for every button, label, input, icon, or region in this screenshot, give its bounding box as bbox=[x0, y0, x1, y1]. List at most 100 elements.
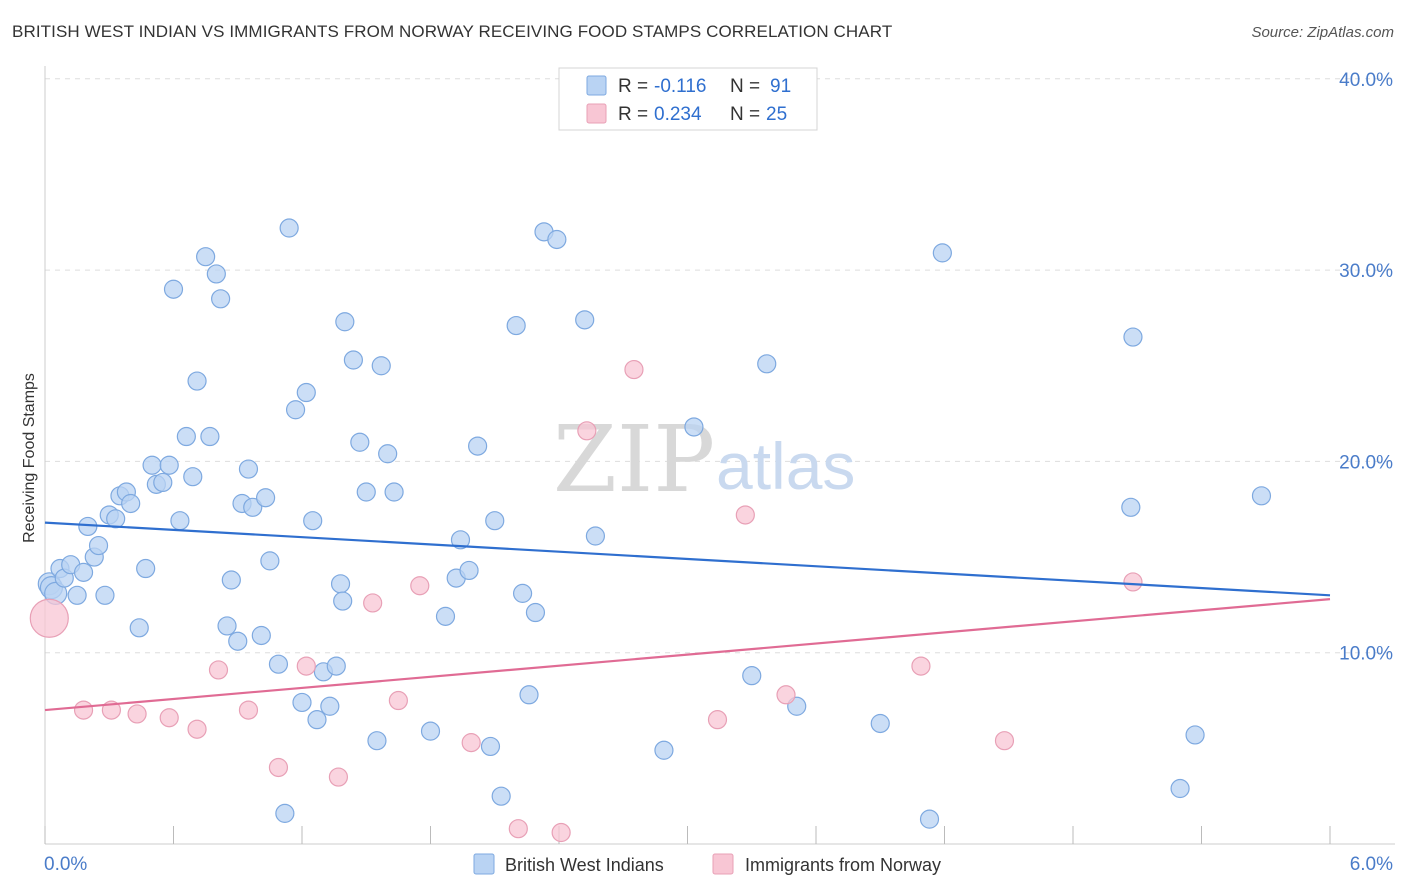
point-immigrants-norway bbox=[1123, 572, 1143, 592]
point-british-west-indians bbox=[1170, 778, 1190, 799]
point-british-west-indians bbox=[684, 417, 704, 437]
trend-layer bbox=[44, 521, 1331, 712]
y-tick-label: 30.0% bbox=[1339, 261, 1393, 282]
point-immigrants-norway bbox=[707, 710, 728, 730]
correlation-legend: R = -0.116 N = 91 R = 0.234 N = 25 bbox=[558, 67, 818, 131]
bottom-legend-label-blue: British West Indians bbox=[505, 855, 664, 875]
point-british-west-indians bbox=[268, 654, 289, 674]
point-british-west-indians bbox=[932, 243, 952, 263]
point-british-west-indians bbox=[163, 279, 184, 299]
point-immigrants-norway bbox=[159, 708, 179, 728]
point-immigrants-norway bbox=[187, 719, 207, 739]
bottom-legend-swatch-pink bbox=[712, 853, 734, 875]
point-immigrants-norway bbox=[296, 656, 316, 676]
point-british-west-indians bbox=[176, 426, 196, 447]
point-british-west-indians bbox=[870, 713, 890, 734]
point-british-west-indians bbox=[356, 482, 376, 502]
point-british-west-indians bbox=[251, 625, 271, 646]
point-british-west-indians bbox=[183, 467, 203, 487]
point-british-west-indians bbox=[485, 511, 505, 531]
bottom-legend-label-pink: Immigrants from Norway bbox=[745, 855, 941, 875]
watermark-atlas: atlas bbox=[716, 429, 855, 503]
point-british-west-indians bbox=[371, 356, 391, 376]
point-british-west-indians bbox=[742, 666, 762, 686]
point-british-west-indians bbox=[187, 371, 207, 391]
watermark: ZIP atlas bbox=[553, 406, 855, 513]
point-british-west-indians bbox=[303, 511, 323, 531]
point-british-west-indians bbox=[153, 472, 173, 493]
point-british-west-indians bbox=[919, 809, 940, 829]
point-british-west-indians bbox=[200, 426, 220, 447]
legend-n-label: N = bbox=[730, 76, 760, 97]
point-british-west-indians bbox=[320, 696, 340, 716]
point-british-west-indians bbox=[480, 736, 501, 757]
chart-title: BRITISH WEST INDIAN VS IMMIGRANTS FROM N… bbox=[12, 22, 893, 41]
point-british-west-indians bbox=[654, 740, 674, 760]
point-british-west-indians bbox=[450, 530, 471, 550]
point-british-west-indians bbox=[275, 803, 295, 823]
point-british-west-indians bbox=[326, 656, 346, 676]
point-british-west-indians bbox=[238, 459, 259, 479]
point-british-west-indians bbox=[221, 570, 241, 590]
point-british-west-indians bbox=[206, 264, 226, 284]
point-british-west-indians bbox=[296, 382, 316, 403]
legend-n-label: N = bbox=[730, 104, 760, 125]
point-british-west-indians bbox=[121, 493, 141, 514]
points-layer bbox=[29, 218, 1272, 843]
legend-r-value-blue: -0.116 bbox=[654, 76, 706, 97]
point-immigrants-norway bbox=[268, 757, 289, 778]
point-british-west-indians bbox=[491, 786, 511, 806]
point-british-west-indians bbox=[335, 312, 355, 332]
point-british-west-indians bbox=[330, 574, 351, 594]
legend-n-value-blue: 91 bbox=[770, 76, 791, 97]
point-british-west-indians bbox=[384, 482, 404, 502]
series-legend: British West Indians Immigrants from Nor… bbox=[473, 853, 941, 875]
point-immigrants-norway bbox=[551, 822, 571, 843]
point-british-west-indians bbox=[217, 616, 237, 636]
legend-swatch-pink bbox=[586, 103, 607, 124]
point-british-west-indians bbox=[285, 400, 306, 420]
point-british-west-indians bbox=[350, 432, 370, 452]
point-immigrants-norway bbox=[208, 660, 229, 680]
point-british-west-indians bbox=[67, 585, 87, 605]
chart-source: Source: ZipAtlas.com bbox=[1251, 24, 1394, 41]
point-british-west-indians bbox=[243, 497, 263, 517]
point-british-west-indians bbox=[255, 488, 276, 508]
point-british-west-indians bbox=[136, 558, 156, 579]
point-british-west-indians bbox=[279, 218, 299, 238]
legend-r-label: R = bbox=[618, 104, 648, 125]
point-british-west-indians bbox=[73, 562, 94, 582]
legend-r-label: R = bbox=[618, 76, 648, 97]
tick-labels: 10.0% 20.0% 30.0% 40.0% 0.0% 6.0% bbox=[44, 70, 1393, 875]
y-tick-label: 10.0% bbox=[1339, 644, 1393, 665]
point-immigrants-norway bbox=[127, 704, 147, 724]
bottom-legend-swatch-blue bbox=[473, 853, 495, 875]
point-british-west-indians bbox=[129, 618, 149, 638]
point-british-west-indians bbox=[170, 511, 190, 531]
point-british-west-indians bbox=[420, 721, 441, 741]
point-immigrants-norway bbox=[776, 685, 796, 705]
point-british-west-indians bbox=[343, 350, 363, 370]
x-tick-label: 0.0% bbox=[44, 854, 87, 875]
legend-n-value-pink: 25 bbox=[766, 104, 787, 125]
point-british-west-indians bbox=[1251, 486, 1272, 506]
x-tick-label: 6.0% bbox=[1350, 854, 1393, 875]
y-tick-label: 20.0% bbox=[1339, 452, 1393, 473]
legend-r-value-pink: 0.234 bbox=[654, 104, 702, 125]
point-british-west-indians bbox=[757, 354, 777, 374]
point-british-west-indians bbox=[585, 526, 606, 546]
grid-layer bbox=[44, 66, 1395, 845]
point-immigrants-norway bbox=[73, 700, 94, 720]
trend-line-british-west-indians bbox=[44, 521, 1331, 597]
point-immigrants-norway bbox=[911, 656, 931, 676]
y-tick-label: 40.0% bbox=[1339, 70, 1393, 91]
point-immigrants-norway bbox=[29, 598, 69, 638]
point-immigrants-norway bbox=[461, 733, 481, 753]
point-british-west-indians bbox=[468, 436, 488, 456]
point-british-west-indians bbox=[459, 560, 479, 581]
trend-line-immigrants-norway bbox=[44, 598, 1331, 712]
point-british-west-indians bbox=[196, 247, 216, 267]
point-british-west-indians bbox=[367, 731, 387, 751]
point-british-west-indians bbox=[378, 444, 398, 464]
